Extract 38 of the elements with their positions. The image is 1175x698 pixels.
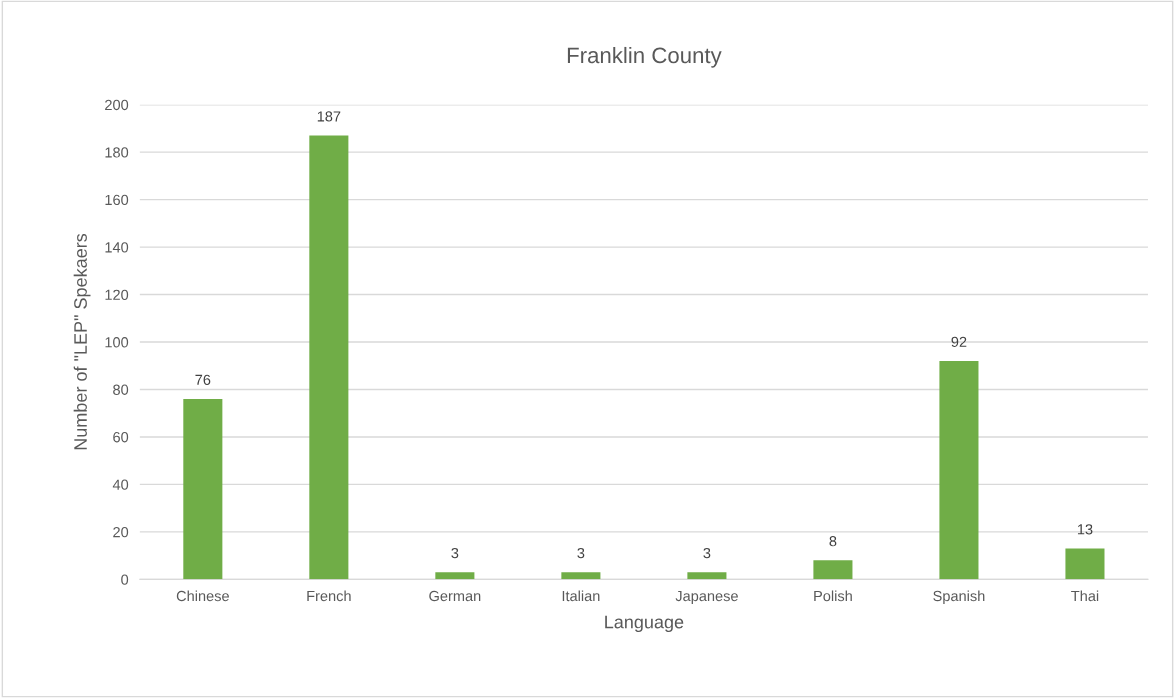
data-label: 8 [829, 536, 837, 547]
y-tick-label: 140 [105, 242, 129, 253]
data-label: 13 [1077, 524, 1093, 535]
data-label: 3 [577, 547, 585, 559]
bar [939, 361, 979, 580]
bar [183, 398, 223, 580]
bar [309, 135, 349, 580]
y-tick-label: 60 [113, 432, 129, 443]
bar [687, 572, 727, 580]
x-tick-label: German [429, 590, 481, 602]
x-tick-label: French [307, 590, 351, 602]
data-label: 3 [703, 547, 711, 559]
y-tick-label: 200 [105, 99, 129, 111]
y-axis-title: Number of "LEP" Spekaers [73, 233, 91, 450]
x-tick-label: Polish [814, 590, 852, 602]
bar [561, 572, 601, 580]
y-tick-label: 100 [105, 337, 129, 348]
y-tick-label: 80 [113, 384, 129, 395]
x-tick-label: Chinese [176, 590, 229, 602]
data-label: 3 [451, 547, 459, 559]
x-tick-label: Japanese [675, 590, 738, 605]
x-tick-label: Thai [1071, 590, 1099, 602]
y-tick-label: 180 [105, 147, 129, 158]
x-axis-title: Language [605, 615, 684, 632]
y-tick-label: 40 [112, 479, 129, 490]
y-tick-label: 0 [121, 574, 129, 585]
bar [1065, 548, 1105, 580]
y-tick-label: 160 [105, 194, 129, 206]
chart-title: Franklin County [567, 46, 722, 68]
data-label: 187 [317, 111, 341, 122]
y-tick-label: 120 [105, 289, 129, 300]
bar [813, 560, 853, 580]
x-tick-label: Spanish [933, 590, 985, 605]
data-label: 92 [951, 336, 967, 348]
bar [435, 572, 475, 580]
y-tick-label: 20 [113, 526, 129, 538]
x-tick-label: Italian [562, 590, 600, 602]
data-label: 76 [195, 374, 211, 385]
